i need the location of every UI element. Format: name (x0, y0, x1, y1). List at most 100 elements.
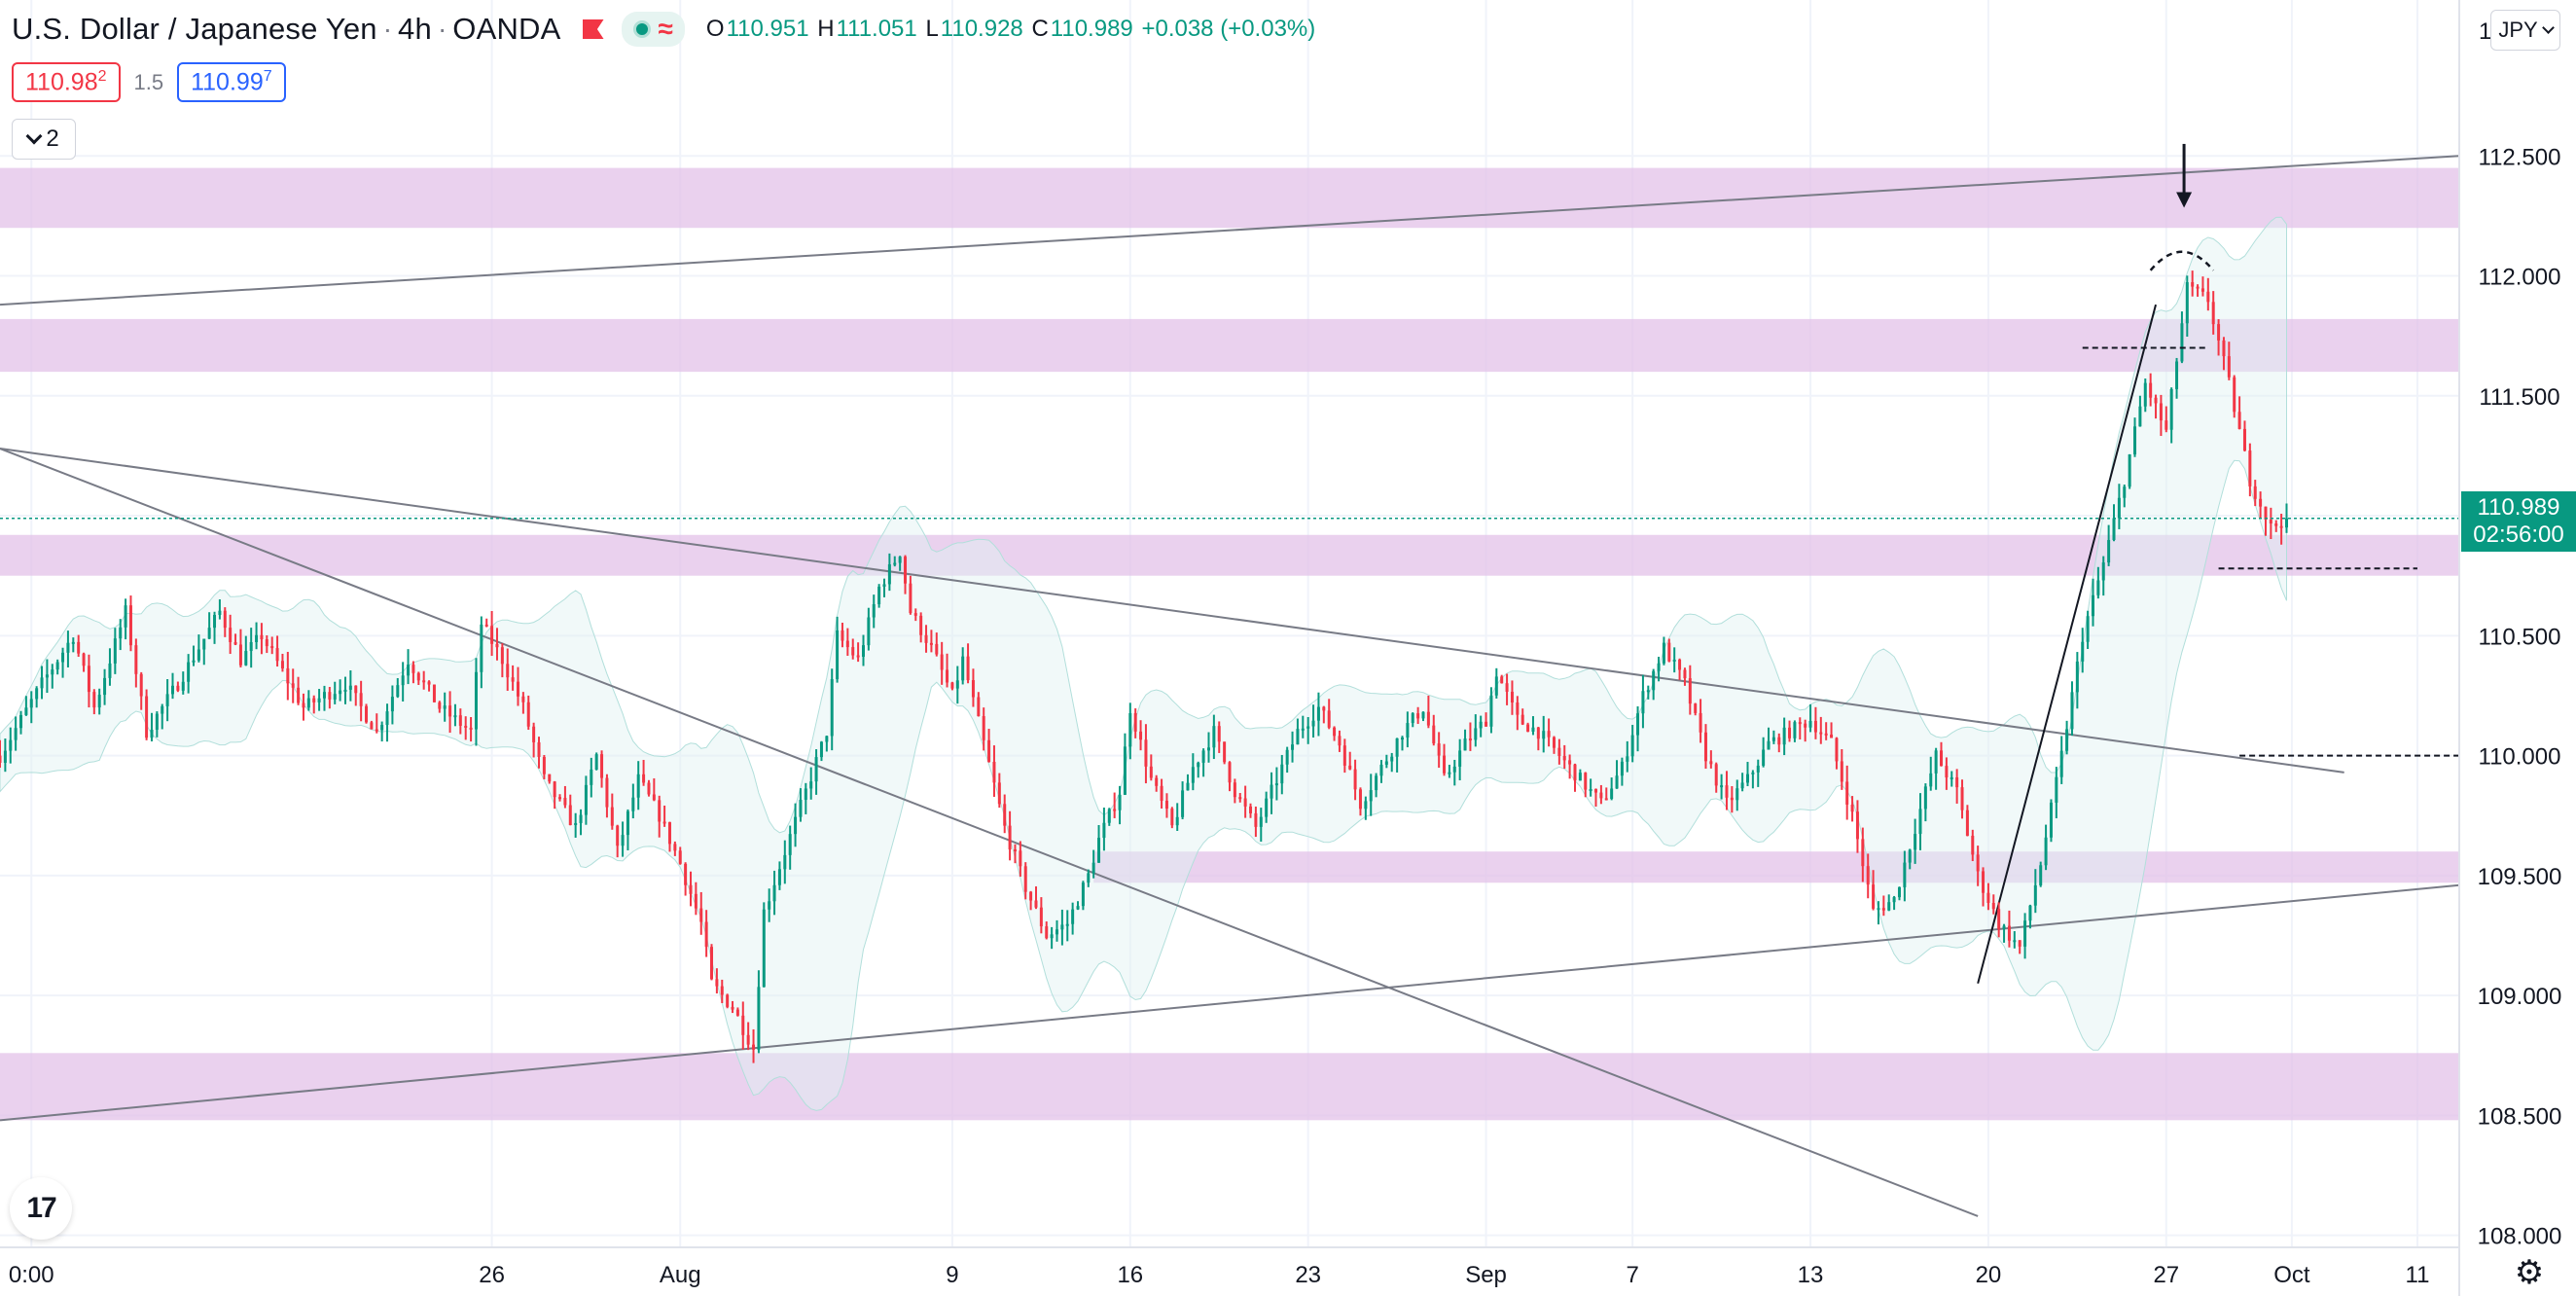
sr-zone (0, 167, 2459, 229)
candle (1877, 908, 1880, 911)
candle (987, 739, 991, 763)
candle (1672, 659, 1676, 662)
candle (1375, 775, 1378, 791)
candle (422, 680, 426, 683)
candle (1254, 812, 1258, 827)
candle (1019, 850, 1022, 867)
candle (1494, 676, 1498, 696)
candle (830, 679, 834, 737)
candle (474, 671, 478, 730)
candle (45, 674, 49, 678)
candle (1892, 897, 1896, 903)
interval-label[interactable]: 4h (398, 12, 432, 46)
candle (1452, 766, 1456, 773)
candle (1615, 775, 1619, 789)
candle (1139, 731, 1143, 740)
candle (443, 705, 447, 709)
symbol-name[interactable]: U.S. Dollar / Japanese Yen (12, 12, 377, 46)
time-tick-label: 27 (2153, 1262, 2179, 1288)
candle (29, 699, 33, 708)
candle (1379, 764, 1383, 776)
candle (506, 664, 510, 678)
candle (380, 725, 384, 731)
candle (339, 690, 342, 695)
flag-icon[interactable] (581, 18, 604, 40)
candle (396, 685, 400, 698)
candle (207, 628, 211, 639)
candle (1929, 773, 1933, 787)
candle (1186, 782, 1190, 791)
candle (652, 794, 656, 801)
candle (306, 698, 310, 708)
candle (532, 726, 536, 742)
candle (1316, 706, 1320, 721)
candle (1437, 743, 1441, 756)
candle (343, 689, 347, 692)
candle (1212, 726, 1216, 748)
candle (1228, 762, 1232, 783)
candle (1762, 749, 1766, 766)
candle (1489, 695, 1493, 727)
time-tick-label: Aug (660, 1262, 701, 1288)
candle (218, 610, 222, 616)
price-tick-label: 112.000 (2479, 265, 2561, 291)
candle (1416, 713, 1420, 719)
low-value: 110.928 (940, 16, 1023, 42)
time-tick-label: 26 (479, 1262, 505, 1288)
candle (2096, 580, 2100, 595)
indicators-collapse-button[interactable]: 2 (12, 119, 76, 160)
candle (119, 627, 123, 639)
gear-icon[interactable]: ⚙ (2514, 1254, 2545, 1291)
candle (51, 669, 54, 675)
candle (594, 754, 598, 770)
candle (1463, 738, 1467, 751)
candle (1887, 902, 1891, 911)
candle (1039, 907, 1043, 927)
sell-button[interactable]: 110.982 (12, 62, 121, 103)
candle (275, 648, 279, 662)
candle (458, 715, 462, 726)
close-value: 110.989 (1050, 16, 1133, 42)
trendline (0, 448, 2344, 774)
exchange-label[interactable]: OANDA (452, 12, 561, 46)
candle (66, 642, 70, 653)
candle (291, 683, 295, 688)
candle (1265, 798, 1269, 817)
candle (103, 677, 107, 696)
candle (950, 682, 954, 689)
candle (1306, 726, 1310, 729)
candle (24, 707, 28, 715)
candle (1960, 787, 1964, 810)
candle (992, 762, 996, 783)
tradingview-logo-icon[interactable]: 17 (10, 1177, 72, 1240)
candle (229, 628, 233, 642)
buy-button[interactable]: 110.997 (177, 62, 286, 103)
candle (783, 854, 787, 870)
candle (924, 634, 928, 643)
indicator-count: 2 (46, 126, 59, 152)
candle (1133, 712, 1137, 732)
open-label: O (705, 16, 725, 42)
candle (260, 634, 264, 640)
candle (490, 626, 494, 644)
candle (2237, 412, 2241, 429)
candle (1485, 721, 1488, 727)
candle (286, 667, 290, 684)
candle (516, 681, 519, 697)
candle (238, 644, 242, 666)
candle (2023, 920, 2027, 947)
candle (1458, 750, 1462, 767)
candle (1720, 785, 1724, 788)
candle (1411, 713, 1414, 724)
candle (735, 1009, 739, 1016)
bar-countdown: 02:56:00 (2473, 522, 2564, 548)
indicator-status-pill[interactable]: ≈ (621, 12, 685, 47)
candle (1505, 683, 1509, 692)
candle (752, 1044, 756, 1050)
currency-button[interactable]: JPY (2490, 10, 2560, 51)
candle (1181, 790, 1185, 817)
candle (1547, 731, 1551, 738)
candle (2075, 661, 2079, 693)
candle (867, 617, 871, 646)
